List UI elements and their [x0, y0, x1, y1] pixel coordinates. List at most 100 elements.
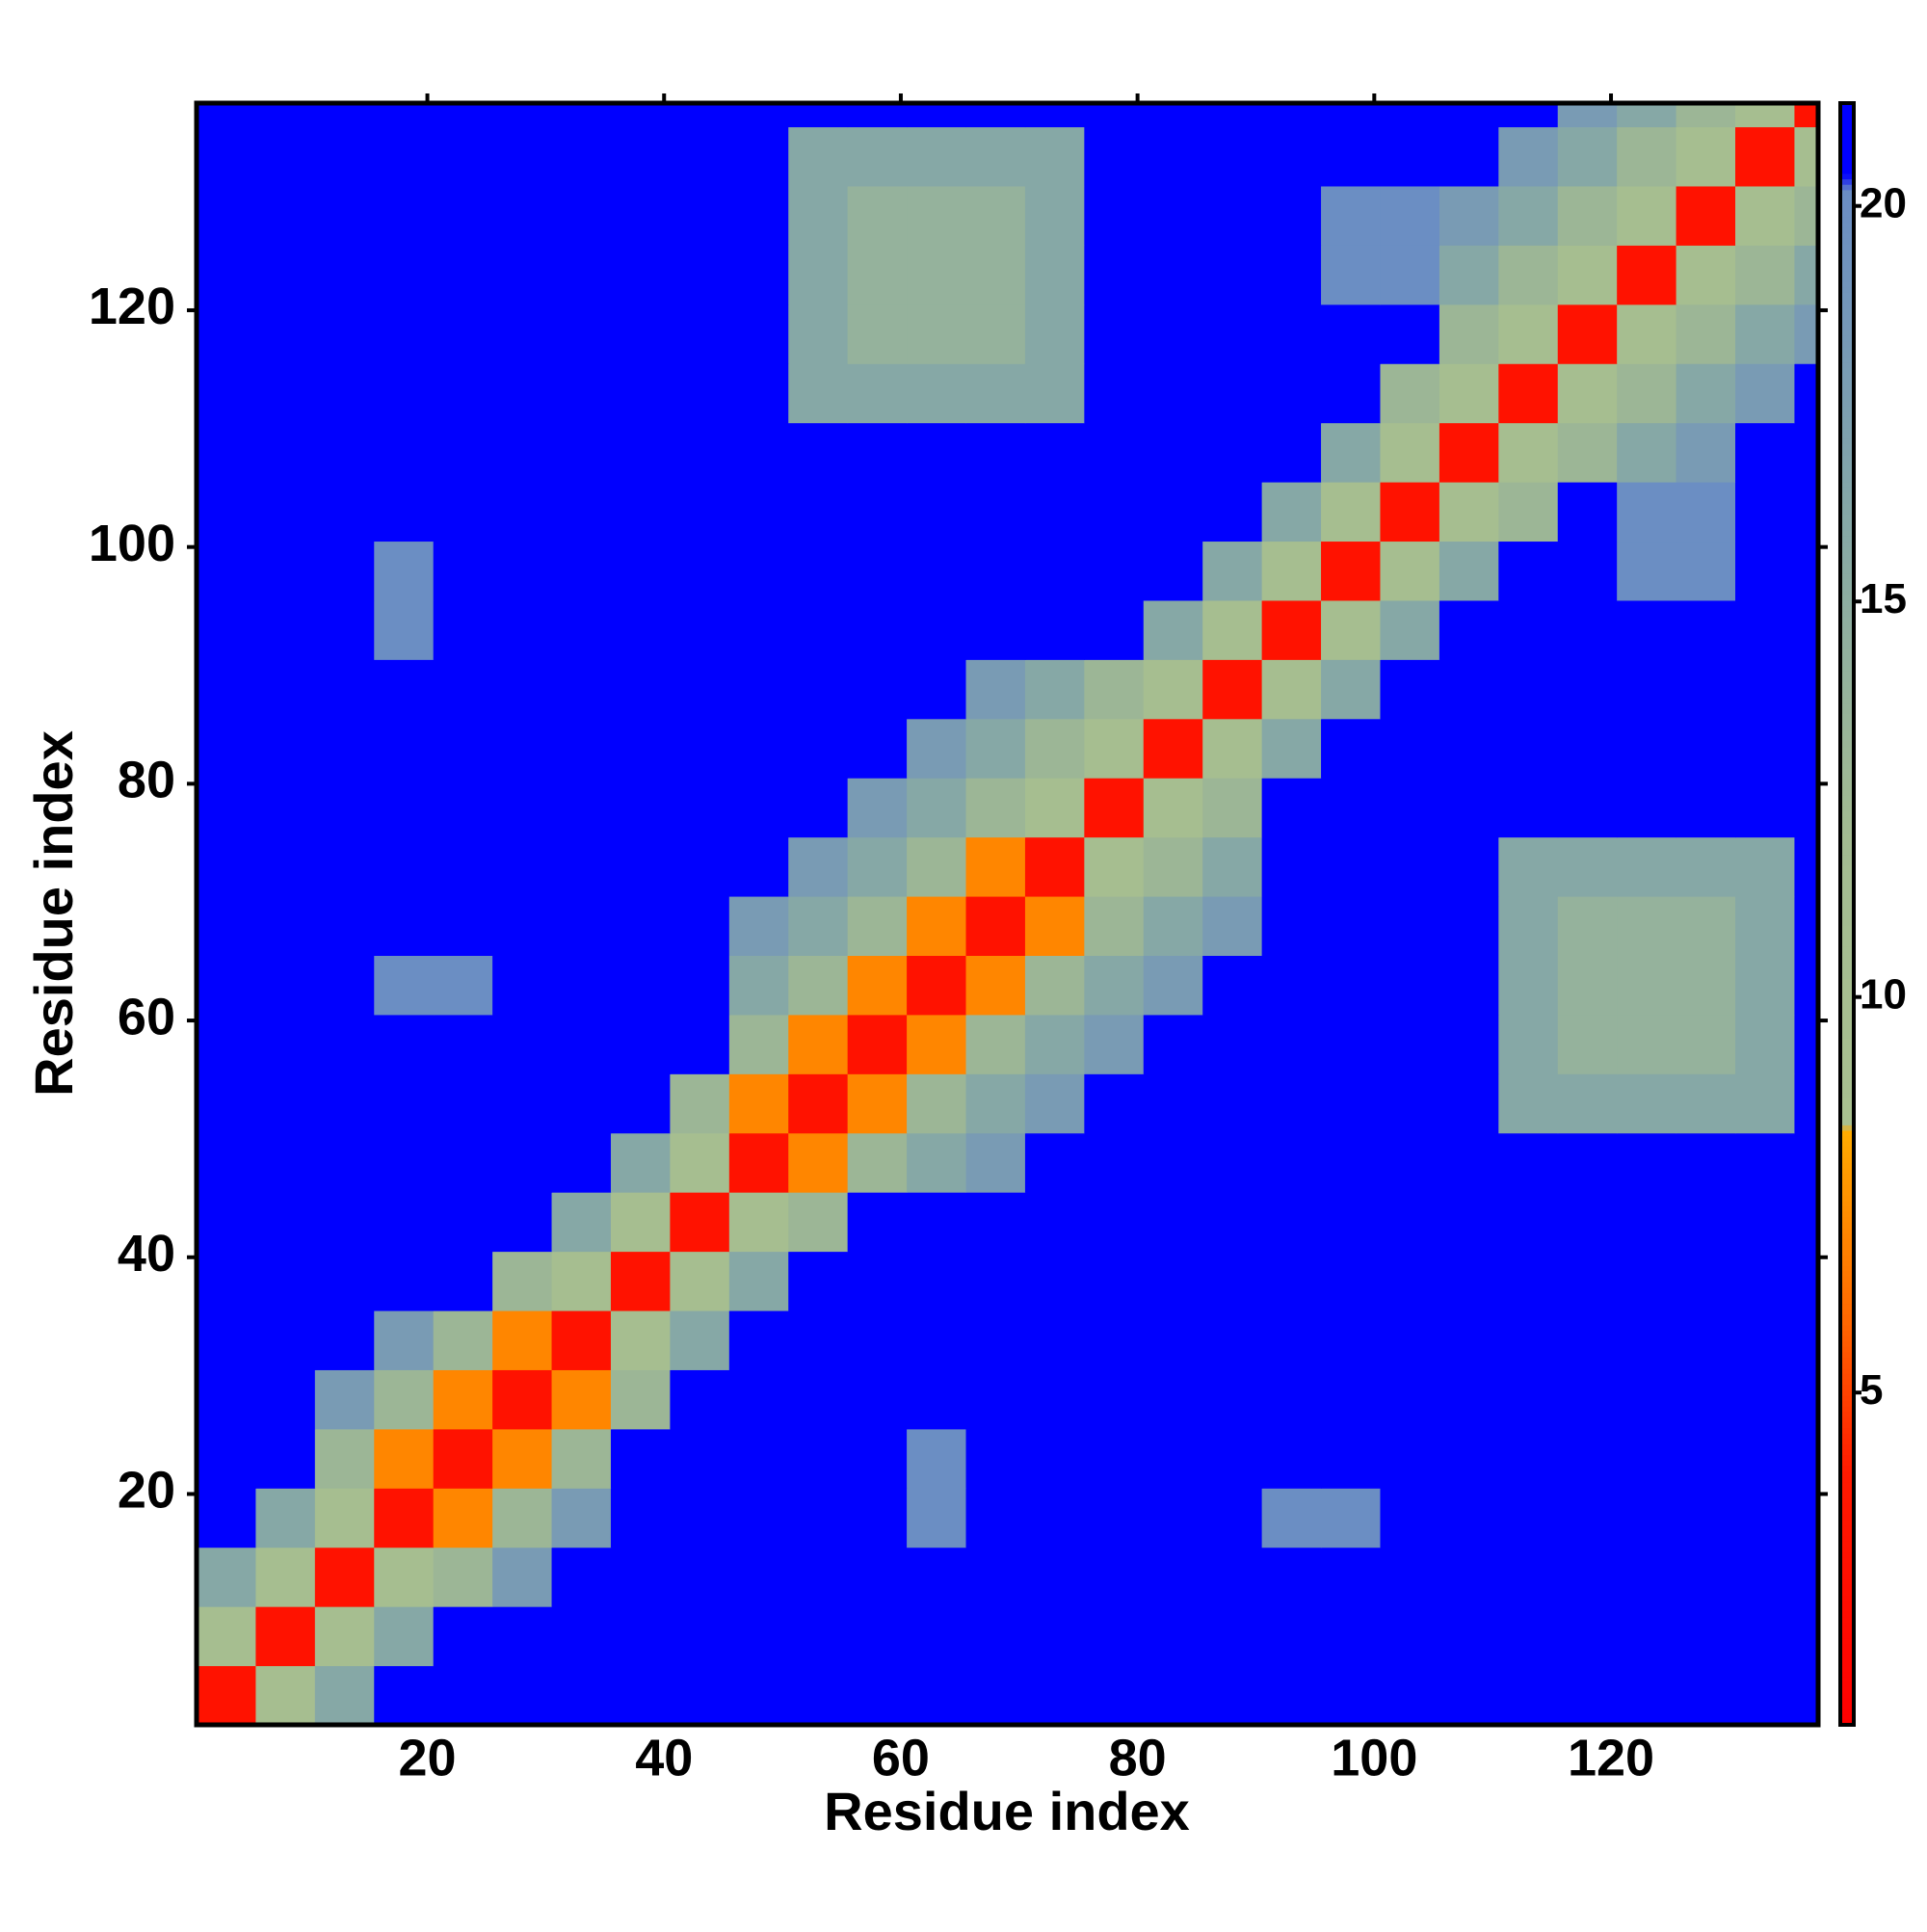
heatmap-cell: [492, 185, 553, 246]
heatmap-cell: [1498, 659, 1559, 720]
heatmap-cell: [1676, 245, 1736, 305]
colorbar-swatch: [1840, 1605, 1854, 1612]
heatmap-cell: [1498, 1547, 1559, 1607]
colorbar-swatch: [1840, 865, 1854, 872]
colorbar-swatch: [1840, 1098, 1854, 1104]
heatmap-cell: [1617, 541, 1677, 601]
colorbar-swatch: [1840, 919, 1854, 926]
heatmap-cell: [1676, 836, 1736, 897]
colorbar-swatch: [1840, 232, 1854, 239]
heatmap-cell: [1261, 1369, 1322, 1430]
heatmap-cell: [1439, 1192, 1499, 1253]
colorbar-swatch: [1840, 746, 1854, 753]
colorbar-swatch: [1840, 1481, 1854, 1488]
heatmap-cell: [433, 1192, 493, 1253]
x-tick-label: 60: [872, 1729, 930, 1786]
heatmap-cell: [1261, 1488, 1322, 1548]
heatmap-cell: [551, 1428, 612, 1489]
colorbar-swatch: [1840, 162, 1854, 169]
heatmap-cell: [670, 1606, 730, 1667]
colorbar-swatch: [1840, 686, 1854, 694]
heatmap-cell: [1084, 126, 1145, 187]
colorbar-swatch: [1840, 1319, 1854, 1326]
colorbar-swatch: [1840, 708, 1854, 715]
heatmap-cell: [1321, 541, 1381, 601]
heatmap-cell: [492, 363, 553, 424]
heatmap-cell: [1143, 1547, 1203, 1607]
heatmap-cell: [551, 422, 612, 483]
colorbar-swatch: [1840, 930, 1854, 937]
heatmap-cell: [197, 599, 256, 660]
heatmap-cell: [1084, 103, 1145, 128]
heatmap-cell: [1202, 1369, 1263, 1430]
heatmap-cell: [1735, 1073, 1795, 1134]
heatmap-cell: [788, 836, 849, 897]
heatmap-cell: [1439, 1369, 1499, 1430]
heatmap-cell: [433, 245, 493, 305]
heatmap-cell: [1261, 599, 1322, 660]
heatmap-cell: [670, 1547, 730, 1607]
colorbar-swatch: [1840, 789, 1854, 796]
heatmap-cell: [788, 1310, 849, 1370]
heatmap-cell: [728, 185, 789, 246]
heatmap-cell: [1735, 103, 1795, 128]
heatmap-cell: [670, 304, 730, 364]
colorbar-swatch: [1840, 1546, 1854, 1553]
heatmap-cell: [1380, 1606, 1440, 1667]
heatmap-cell: [907, 1428, 967, 1489]
heatmap-cell: [1024, 245, 1085, 305]
heatmap-cell: [788, 1428, 849, 1489]
heatmap-cell: [1261, 541, 1322, 601]
heatmap-cell: [197, 1192, 256, 1253]
colorbar-swatch: [1840, 935, 1854, 942]
heatmap-cell: [728, 1369, 789, 1430]
heatmap-cell: [670, 1488, 730, 1548]
heatmap-cell: [433, 1132, 493, 1193]
heatmap-cell: [1024, 422, 1085, 483]
heatmap-cell: [1498, 126, 1559, 187]
heatmap-cell: [1439, 1488, 1499, 1548]
heatmap-cell: [907, 541, 967, 601]
heatmap-cell: [670, 778, 730, 838]
heatmap-cell: [1024, 1132, 1085, 1193]
heatmap-cell: [1143, 541, 1203, 601]
heatmap-cell: [1321, 659, 1381, 720]
heatmap-cell: [1439, 1014, 1499, 1074]
colorbar-swatch: [1840, 1363, 1854, 1369]
heatmap-cell: [1380, 1665, 1440, 1725]
colorbar-swatch: [1840, 946, 1854, 953]
heatmap-cell: [1261, 103, 1322, 128]
heatmap-cell: [1557, 778, 1618, 838]
heatmap-cell: [610, 126, 671, 187]
heatmap-cell: [907, 1014, 967, 1074]
heatmap-cell: [1143, 955, 1203, 1016]
colorbar-swatch: [1840, 195, 1854, 201]
heatmap-cell: [1202, 1073, 1263, 1134]
colorbar-swatch: [1840, 1438, 1854, 1444]
colorbar-swatch: [1840, 1421, 1854, 1429]
colorbar-swatch: [1840, 1189, 1854, 1196]
heatmap-cell: [847, 1488, 908, 1548]
heatmap-cell: [433, 1547, 493, 1607]
heatmap-cell: [1024, 1665, 1085, 1725]
heatmap-cell: [314, 1132, 375, 1193]
heatmap-cell: [1380, 1073, 1440, 1134]
heatmap-cell: [1380, 363, 1440, 424]
heatmap-cell: [728, 1310, 789, 1370]
colorbar-swatch: [1840, 1502, 1854, 1510]
colorbar-swatch: [1840, 433, 1854, 439]
colorbar-swatch: [1840, 967, 1854, 974]
heatmap-cell: [1084, 659, 1145, 720]
colorbar-swatch: [1840, 1254, 1854, 1261]
heatmap-cell: [1498, 1014, 1559, 1074]
colorbar-swatch: [1840, 1200, 1854, 1207]
heatmap-cell: [433, 1428, 493, 1489]
heatmap-cell: [1498, 896, 1559, 956]
heatmap-cell: [847, 1310, 908, 1370]
heatmap-cell: [1557, 1428, 1618, 1489]
x-tick-label: 20: [399, 1729, 457, 1786]
heatmap-cell: [197, 836, 256, 897]
heatmap-cell: [551, 1132, 612, 1193]
heatmap-cell: [1261, 1606, 1322, 1667]
heatmap-cell: [1617, 1428, 1677, 1489]
